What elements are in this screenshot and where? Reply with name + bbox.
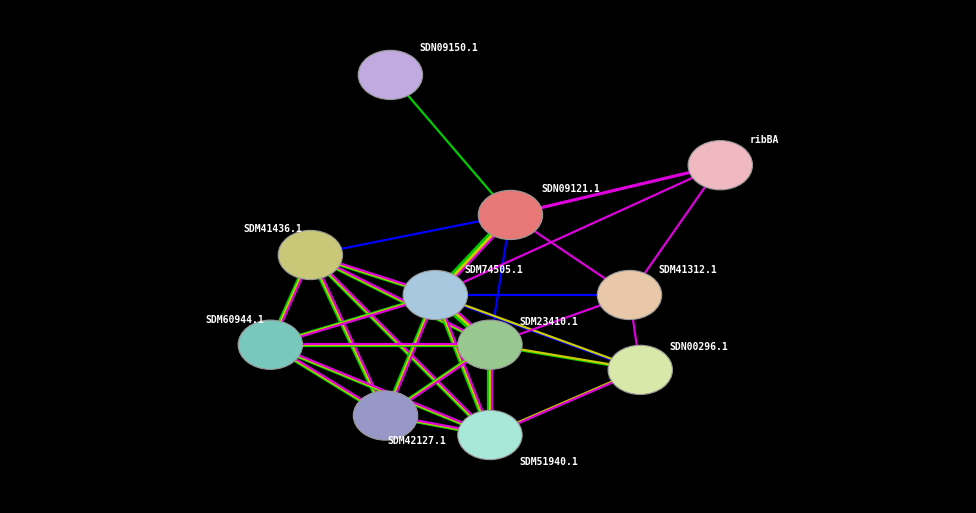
Ellipse shape [608,345,672,394]
Text: SDM42127.1: SDM42127.1 [387,436,446,446]
Ellipse shape [458,410,522,460]
Ellipse shape [688,141,752,190]
Text: SDM41312.1: SDM41312.1 [659,265,717,275]
Ellipse shape [597,270,662,320]
Ellipse shape [353,391,418,440]
Text: SDN09121.1: SDN09121.1 [542,184,600,194]
Text: SDM51940.1: SDM51940.1 [519,457,578,467]
Text: ribBA: ribBA [750,134,779,145]
Text: SDM41436.1: SDM41436.1 [244,224,303,234]
Ellipse shape [358,50,423,100]
Ellipse shape [478,190,543,240]
Text: SDM74505.1: SDM74505.1 [465,265,523,275]
Text: SDM60944.1: SDM60944.1 [206,315,264,325]
Text: SDM23410.1: SDM23410.1 [519,317,578,327]
Ellipse shape [238,320,303,369]
Text: SDN09150.1: SDN09150.1 [420,43,478,53]
Ellipse shape [458,320,522,369]
Ellipse shape [403,270,468,320]
Ellipse shape [278,230,343,280]
Text: SDN00296.1: SDN00296.1 [670,342,728,352]
